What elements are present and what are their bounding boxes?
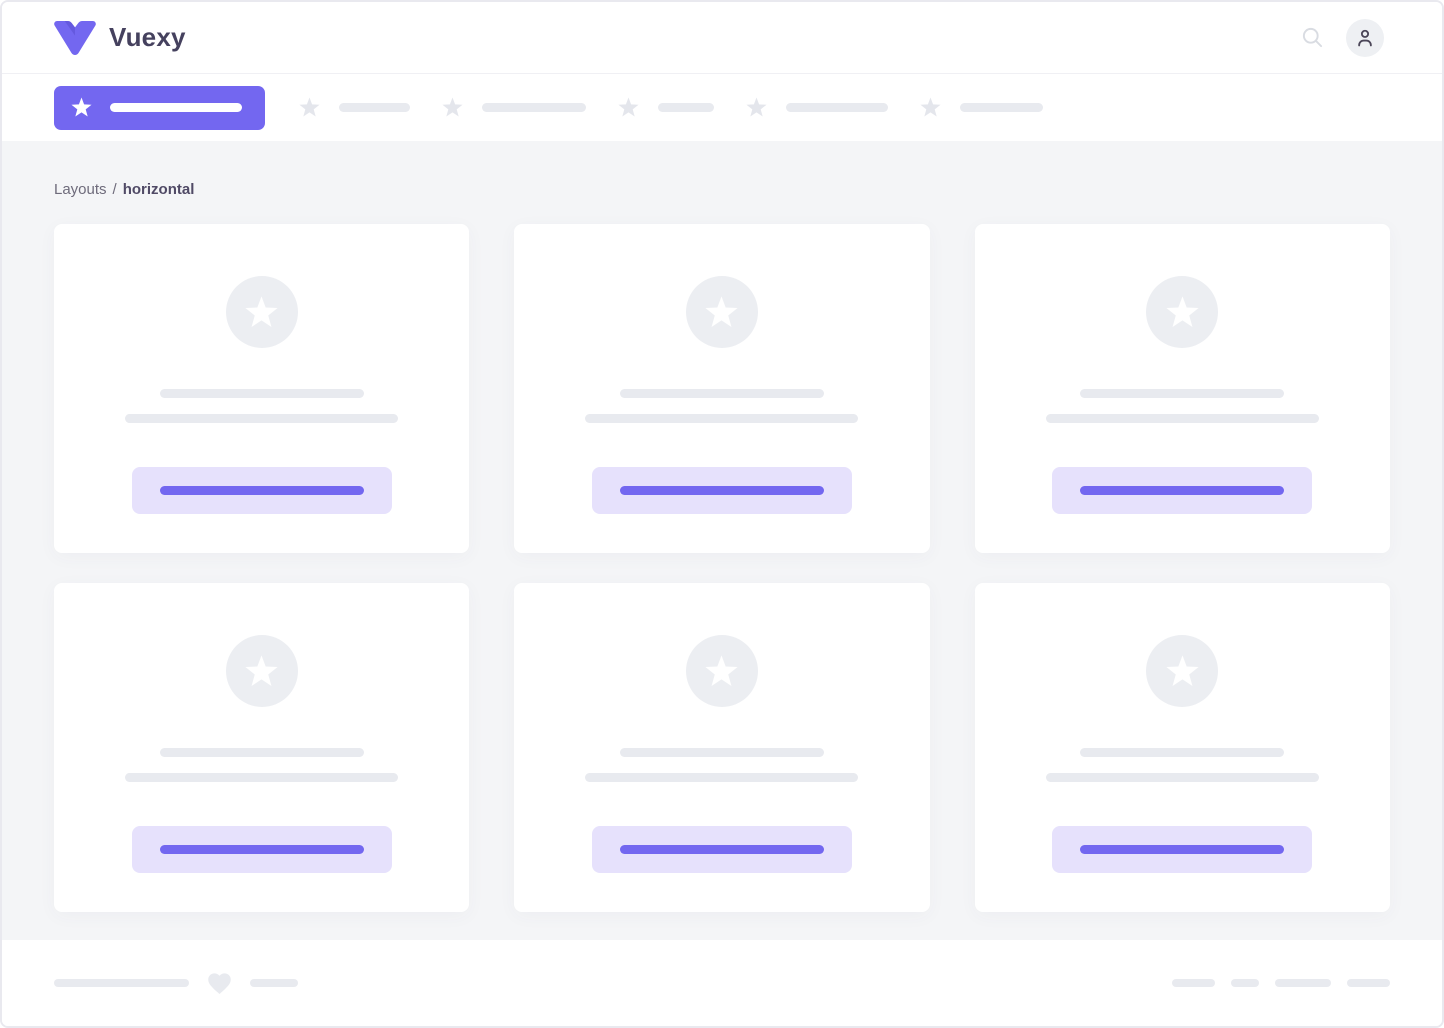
footer-placeholder xyxy=(1172,979,1215,987)
search-icon[interactable] xyxy=(1301,26,1324,49)
card-title-placeholder xyxy=(159,748,364,757)
footer-placeholder xyxy=(1275,979,1331,987)
card xyxy=(514,224,930,553)
nav-item-placeholder xyxy=(339,103,410,112)
card xyxy=(974,583,1390,912)
footer-placeholder xyxy=(54,979,189,987)
card-grid xyxy=(54,224,1390,912)
card xyxy=(514,583,930,912)
card-text-placeholder xyxy=(1045,414,1319,423)
navbar-items xyxy=(298,96,1043,119)
card-button-placeholder xyxy=(619,845,824,854)
nav-item-placeholder xyxy=(482,103,586,112)
card-button-placeholder xyxy=(619,486,824,495)
card xyxy=(54,224,470,553)
card-title-placeholder xyxy=(1080,748,1285,757)
footer-placeholder xyxy=(1347,979,1390,987)
star-icon xyxy=(245,295,278,327)
nav-active-placeholder xyxy=(110,103,242,112)
card-text-placeholder xyxy=(585,414,859,423)
footer-right xyxy=(1172,979,1390,987)
card-title-placeholder xyxy=(619,389,824,398)
star-icon xyxy=(442,97,463,117)
header-actions xyxy=(1301,18,1384,57)
nav-item[interactable] xyxy=(919,96,1043,119)
user-icon xyxy=(1358,29,1372,46)
card-button-placeholder xyxy=(1080,845,1285,854)
star-badge xyxy=(1146,276,1219,348)
nav-item-placeholder xyxy=(658,103,714,112)
star-badge xyxy=(1146,635,1219,707)
brand-name: Vuexy xyxy=(109,22,186,52)
nav-item[interactable] xyxy=(617,96,714,119)
star-badge xyxy=(225,276,298,348)
card-button[interactable] xyxy=(131,467,392,514)
app-header: Vuexy xyxy=(2,2,1442,74)
vuexy-v-logo-icon xyxy=(54,20,96,55)
card-button[interactable] xyxy=(591,467,852,514)
card-title-placeholder xyxy=(1080,389,1285,398)
card-button-placeholder xyxy=(1080,486,1285,495)
breadcrumb-section[interactable]: Layouts xyxy=(54,181,107,198)
card-text-placeholder xyxy=(1045,773,1319,782)
nav-item[interactable] xyxy=(298,96,410,119)
card-button[interactable] xyxy=(591,826,852,873)
star-icon xyxy=(299,97,320,117)
star-icon xyxy=(746,97,767,117)
brand-logo[interactable]: Vuexy xyxy=(54,20,186,55)
star-badge xyxy=(225,635,298,707)
card-text-placeholder xyxy=(585,773,859,782)
card xyxy=(54,583,470,912)
content-area: Layouts / horizontal xyxy=(2,141,1442,940)
nav-item[interactable] xyxy=(745,96,888,119)
nav-item-placeholder xyxy=(960,103,1043,112)
card-title-placeholder xyxy=(159,389,364,398)
horizontal-navbar xyxy=(2,74,1442,141)
star-icon xyxy=(920,97,941,117)
card-button[interactable] xyxy=(1052,826,1313,873)
card xyxy=(974,224,1390,553)
footer-placeholder xyxy=(1231,979,1259,987)
star-icon xyxy=(705,654,739,686)
star-icon xyxy=(618,97,639,117)
star-badge xyxy=(685,276,758,348)
card-text-placeholder xyxy=(125,773,399,782)
card-title-placeholder xyxy=(619,748,824,757)
nav-item-active[interactable] xyxy=(54,85,265,130)
star-icon xyxy=(1166,295,1199,327)
breadcrumb: Layouts / horizontal xyxy=(54,181,1390,198)
footer-placeholder xyxy=(250,979,298,987)
app-footer xyxy=(2,940,1442,1026)
breadcrumb-current: horizontal xyxy=(122,181,195,198)
footer-left xyxy=(54,970,298,997)
star-icon xyxy=(705,295,739,327)
card-button-placeholder xyxy=(159,845,364,854)
card-button-placeholder xyxy=(159,486,364,495)
card-text-placeholder xyxy=(125,414,399,423)
star-icon xyxy=(245,654,278,686)
star-icon xyxy=(71,97,92,117)
card-button[interactable] xyxy=(1052,467,1313,514)
breadcrumb-separator: / xyxy=(112,181,117,198)
star-badge xyxy=(685,635,758,707)
star-icon xyxy=(1166,654,1199,686)
user-avatar[interactable] xyxy=(1346,18,1384,57)
heart-icon xyxy=(208,972,231,994)
nav-item-placeholder xyxy=(786,103,888,112)
card-button[interactable] xyxy=(131,826,392,873)
nav-item[interactable] xyxy=(441,96,586,119)
